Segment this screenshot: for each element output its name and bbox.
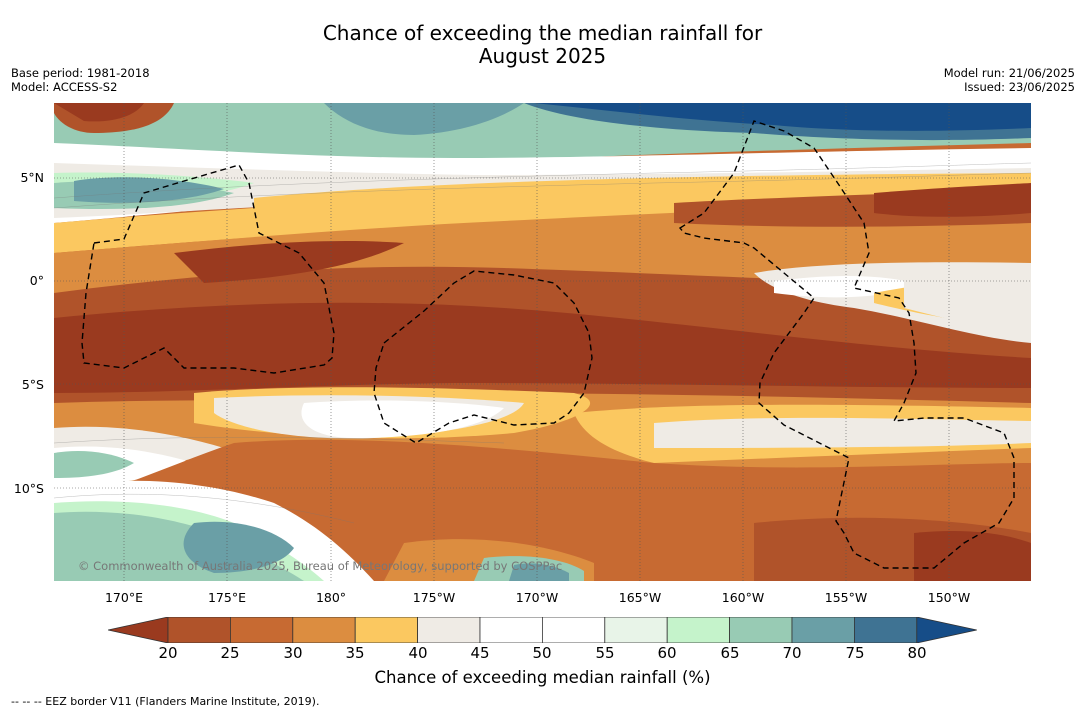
tick-label: 70 — [782, 644, 802, 662]
tick-label: 80 — [907, 644, 927, 662]
colorbar-segment — [854, 617, 918, 643]
lon-label-155w: 155°W — [824, 590, 868, 605]
colorbar-segment — [354, 617, 418, 643]
model-name: Model: ACCESS-S2 — [11, 80, 118, 94]
colorbar-segment — [479, 617, 543, 643]
meta-right: Model run: 21/06/2025 Issued: 23/06/2025 — [944, 66, 1075, 94]
lon-label-170w: 170°W — [515, 590, 559, 605]
colorbar-segment — [230, 617, 294, 643]
tick-label: 50 — [532, 644, 552, 662]
colorbar-arrow-left — [108, 617, 169, 643]
lon-label-165w: 165°W — [618, 590, 662, 605]
tick-label: 75 — [845, 644, 865, 662]
rainfall-map — [54, 103, 1031, 581]
copyright-notice: © Commonwealth of Australia 2025, Bureau… — [78, 559, 563, 573]
tick-label: 40 — [408, 644, 428, 662]
lon-label-180: 180° — [315, 590, 347, 605]
model-run: Model run: 21/06/2025 — [943, 66, 1075, 80]
tick-label: 30 — [283, 644, 303, 662]
lat-label-5s: 5°S — [21, 377, 44, 392]
tick-label: 60 — [657, 644, 677, 662]
lat-label-5n: 5°N — [20, 170, 44, 185]
tick-label: 45 — [470, 644, 490, 662]
tick-label: 20 — [158, 644, 178, 662]
colorbar-arrow-right — [916, 617, 977, 643]
colorbar-segment — [167, 617, 231, 643]
lat-label-10s: 10°S — [13, 481, 44, 496]
map-title: Chance of exceeding the median rainfall … — [0, 22, 1085, 68]
colorbar-segment — [604, 617, 668, 643]
lon-label-175e: 175°E — [207, 590, 246, 605]
tick-label: 65 — [720, 644, 740, 662]
colorbar-segment — [791, 617, 855, 643]
title-line-1: Chance of exceeding the median rainfall … — [322, 21, 763, 45]
colorbar-segment — [666, 617, 731, 643]
issued-date: Issued: 23/06/2025 — [964, 80, 1075, 94]
colorbar-segment — [541, 617, 606, 643]
tick-label: 55 — [595, 644, 615, 662]
colorbar — [108, 617, 977, 643]
base-period: Base period: 1981-2018 — [11, 66, 150, 80]
meta-left: Base period: 1981-2018 Model: ACCESS-S2 — [11, 66, 150, 94]
colorbar-segment — [729, 617, 793, 643]
lat-label-0: 0° — [29, 273, 44, 288]
tick-label: 35 — [345, 644, 365, 662]
map-canvas — [54, 103, 1031, 581]
colorbar-segment — [417, 617, 481, 643]
eez-legend: -- -- -- EEZ border V11 (Flanders Marine… — [11, 695, 320, 708]
colorbar-title: Chance of exceeding median rainfall (%) — [374, 668, 711, 687]
tick-label: 25 — [220, 644, 240, 662]
lon-label-150w: 150°W — [927, 590, 971, 605]
title-line-2: August 2025 — [478, 44, 607, 68]
lon-label-170e: 170°E — [104, 590, 143, 605]
lon-label-160w: 160°W — [721, 590, 765, 605]
colorbar-segment — [292, 617, 356, 643]
lon-label-175w: 175°W — [412, 590, 456, 605]
